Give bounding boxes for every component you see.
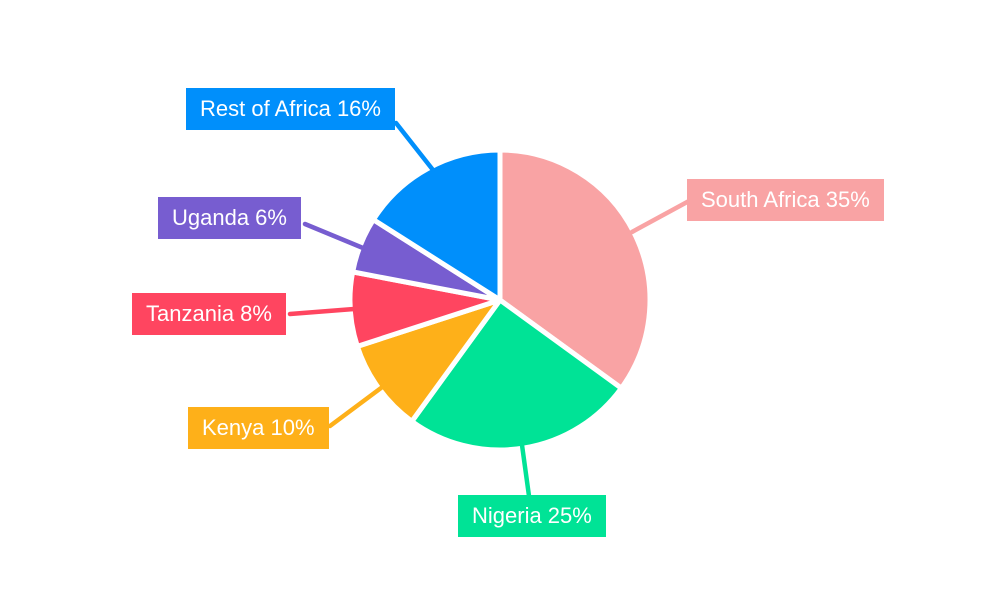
callout-label-rest-of-africa: Rest of Africa 16%	[186, 88, 395, 130]
leader-line-south-africa	[629, 198, 692, 235]
callout-label-south-africa: South Africa 35%	[687, 179, 884, 221]
leader-line-uganda	[302, 221, 366, 251]
callout-label-uganda: Uganda 6%	[158, 197, 301, 239]
leader-line-rest-of-africa	[393, 120, 436, 173]
callout-label-kenya: Kenya 10%	[188, 407, 329, 449]
leader-line-tanzania	[287, 306, 357, 317]
pie-slice-rest-of-africa[interactable]	[370, 147, 503, 303]
leader-line-kenya	[327, 385, 384, 429]
leader-line-nigeria	[519, 442, 532, 499]
callout-label-tanzania: Tanzania 8%	[132, 293, 286, 335]
callout-label-nigeria: Nigeria 25%	[458, 495, 606, 537]
